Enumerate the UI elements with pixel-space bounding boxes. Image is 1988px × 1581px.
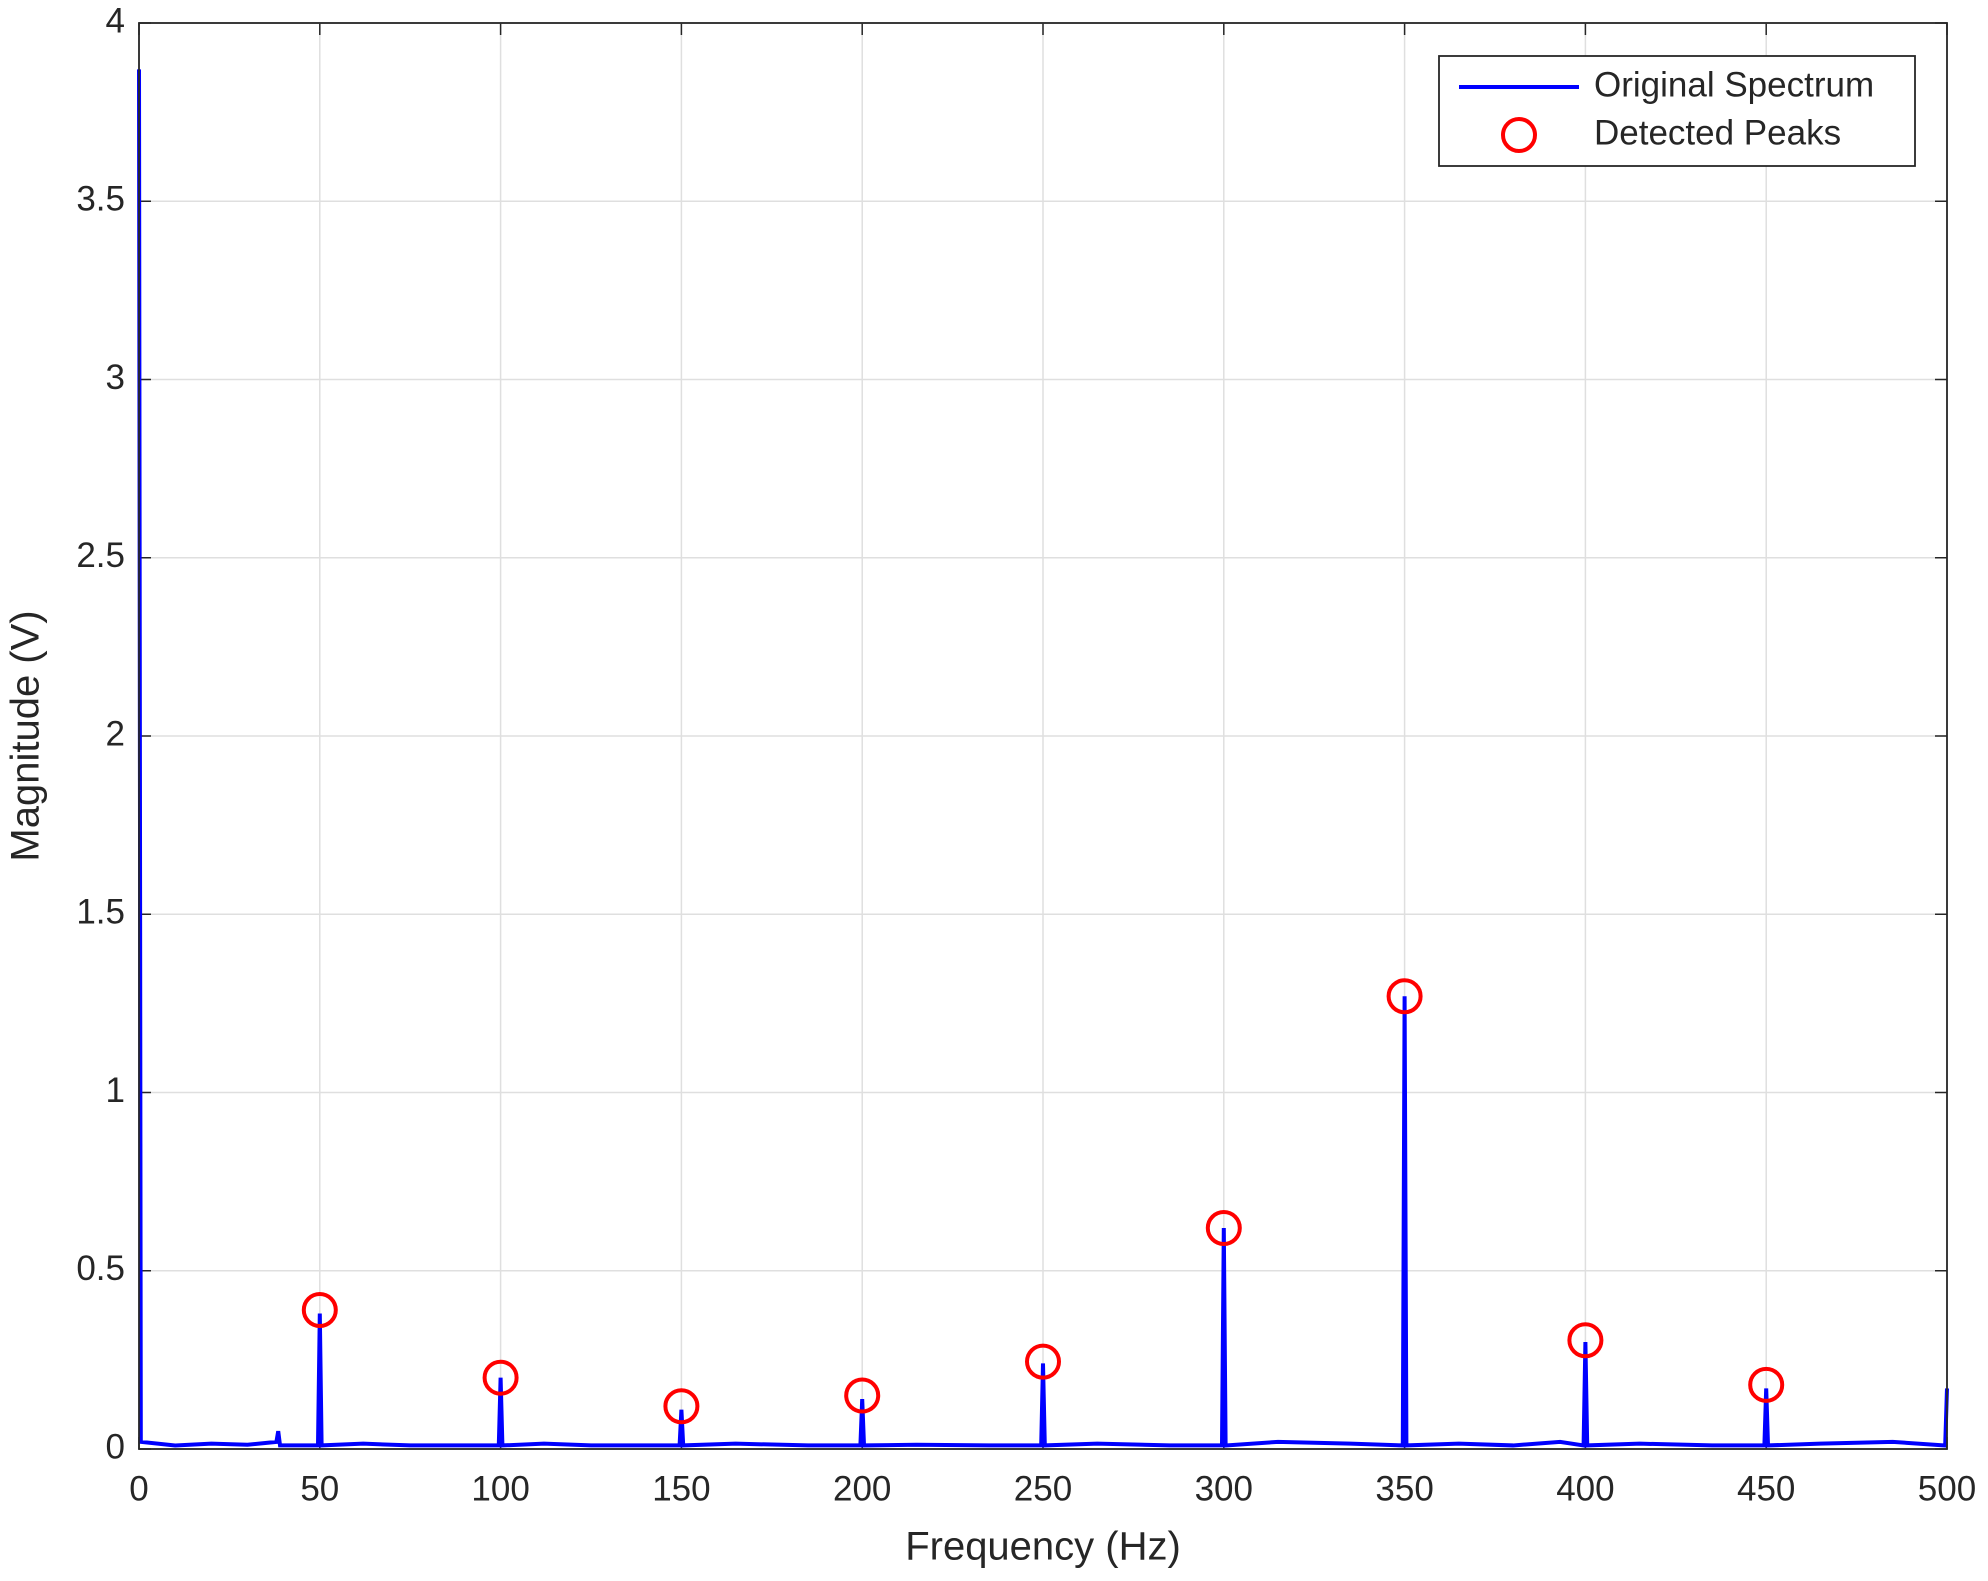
peak-marker — [663, 1388, 700, 1425]
axes-box — [138, 22, 1948, 1450]
peak-marker — [1205, 1209, 1242, 1246]
peak-marker — [844, 1377, 881, 1414]
y-tick-label: 2 — [106, 714, 125, 753]
x-axis-label: Frequency (Hz) — [905, 1525, 1181, 1569]
x-tick-label: 0 — [129, 1469, 148, 1508]
x-tick-label: 250 — [1014, 1469, 1072, 1508]
peak-marker — [1748, 1366, 1785, 1403]
peak-marker — [482, 1359, 519, 1396]
y-tick-label: 3.5 — [76, 180, 125, 219]
y-tick-label: 3 — [106, 358, 125, 397]
x-tick-label: 350 — [1375, 1469, 1433, 1508]
y-tick-label: 2.5 — [76, 536, 125, 575]
y-tick-label: 0 — [106, 1427, 125, 1466]
legend-swatch — [1501, 117, 1537, 153]
legend-label: Detected Peaks — [1594, 113, 1841, 152]
x-tick-label: 200 — [833, 1469, 891, 1508]
peak-marker — [1025, 1343, 1061, 1380]
y-axis-label: Magnitude (V) — [4, 610, 48, 861]
x-tick-label: 400 — [1556, 1469, 1614, 1508]
y-tick-label: 1 — [106, 1071, 125, 1110]
x-tick-label: 500 — [1918, 1469, 1976, 1508]
y-tick-label: 1.5 — [76, 893, 125, 932]
x-tick-label: 300 — [1195, 1469, 1253, 1508]
legend-label: Original Spectrum — [1594, 65, 1874, 104]
y-tick-label: 0.5 — [76, 1249, 125, 1288]
spectrum-line — [137, 69, 1949, 1448]
legend-box — [1438, 55, 1916, 167]
x-tick-label: 100 — [471, 1469, 529, 1508]
peak-marker — [1386, 978, 1423, 1015]
y-tick-label: 4 — [106, 1, 125, 40]
x-tick-label: 150 — [652, 1469, 710, 1508]
peak-marker — [1567, 1322, 1604, 1359]
x-tick-label: 50 — [300, 1469, 339, 1508]
peak-marker — [301, 1291, 338, 1328]
x-tick-label: 450 — [1737, 1469, 1795, 1508]
